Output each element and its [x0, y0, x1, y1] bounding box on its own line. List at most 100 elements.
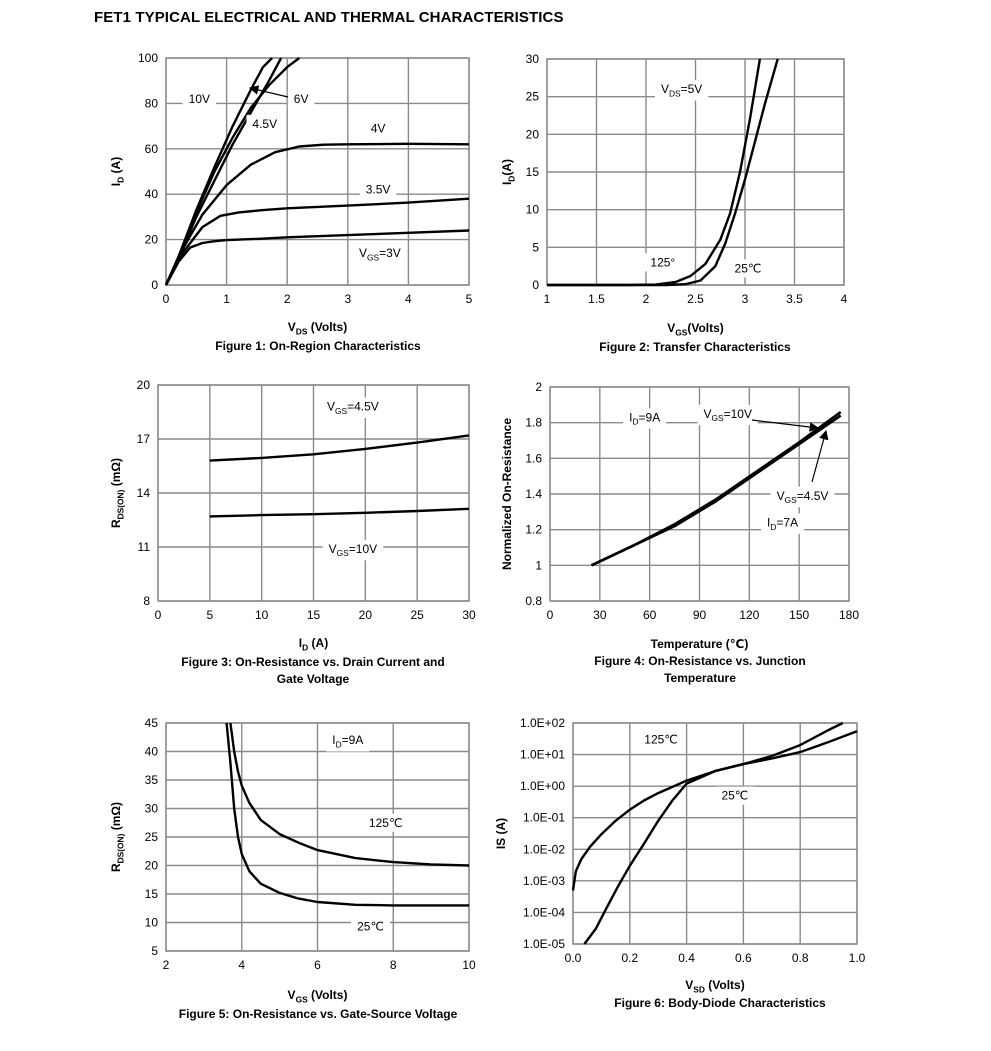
- x-tick-label: 0.8: [792, 951, 809, 965]
- annotation-label: 4V: [371, 121, 386, 135]
- annotation-backing: [697, 404, 758, 426]
- annotation-backing: [326, 731, 370, 752]
- x-tick-label: 0.0: [565, 951, 582, 965]
- plot-frame: [165, 57, 470, 286]
- series-line: [590, 414, 842, 567]
- y-tick-label: 8: [143, 594, 150, 608]
- x-tick-label: 8: [390, 958, 397, 972]
- x-tick-label: 30: [462, 608, 476, 622]
- series-line: [164, 229, 470, 286]
- annotation-backing: [287, 89, 315, 108]
- x-tick-label: 1: [223, 292, 230, 306]
- y-tick-label: 20: [526, 127, 540, 141]
- series-line: [209, 434, 470, 462]
- y-tick-label: 1.0E+00: [520, 779, 565, 793]
- annotation-label: 6V: [294, 92, 309, 106]
- annotation-label: 125℃: [369, 816, 403, 830]
- y-tick-label: 1.4: [525, 487, 542, 501]
- x-tick-label: 10: [255, 608, 269, 622]
- y-tick-label: 40: [145, 745, 159, 759]
- annotation-backing: [364, 119, 392, 138]
- arrow-6v: [248, 85, 289, 98]
- y-tick-label: 1.0E-02: [523, 842, 565, 856]
- y-tick-label: 45: [145, 716, 159, 730]
- plot-frame: [549, 386, 850, 602]
- annotation-label: ID=7A: [767, 516, 798, 532]
- x-axis-label: VDS (Volts): [288, 320, 347, 336]
- x-tick-label: 0: [155, 608, 162, 622]
- x-tick-label: 2.5: [687, 292, 704, 306]
- y-tick-label: 1.8: [525, 416, 542, 430]
- annotation-label: 3.5V: [366, 183, 391, 197]
- y-tick-label: 10: [526, 203, 540, 217]
- series-line: [225, 722, 469, 907]
- y-tick-label: 20: [137, 378, 151, 392]
- x-axis-label: VGS(Volts): [667, 321, 724, 337]
- x-tick-label: 25: [410, 608, 424, 622]
- y-tick-label: 100: [138, 51, 158, 65]
- plot-frame: [572, 722, 858, 945]
- annotation-label: VDS=5V: [661, 82, 702, 98]
- figure-caption: Figure 3: On-Resistance vs. Drain Curren…: [181, 655, 444, 669]
- x-tick-label: 2: [643, 292, 650, 306]
- annotation-label: 4.5V: [252, 117, 277, 131]
- annotation-label: VGS=3V: [359, 246, 401, 262]
- chart-3: 0 5 10 15 20 25 30 8 11 14 17 20 VGS=4.5V VGS=10V ID (…: [109, 378, 476, 686]
- x-tick-label: 2: [284, 292, 291, 306]
- x-tick-label: 1: [544, 292, 551, 306]
- y-axis-label: ID(A): [500, 159, 516, 185]
- annotation-label: 25℃: [721, 789, 748, 803]
- y-tick-label: 30: [526, 52, 540, 66]
- y-tick-label: 1.0E-05: [523, 937, 565, 951]
- y-tick-label: 25: [145, 830, 159, 844]
- x-tick-label: 4: [405, 292, 412, 306]
- y-axis-label: RDS(ON) (mΩ): [109, 802, 125, 872]
- annotation-backing: [246, 114, 284, 133]
- figure-caption-line2: Temperature: [664, 671, 736, 685]
- series-line: [164, 142, 470, 286]
- series-line: [583, 730, 858, 945]
- annotation-backing: [728, 259, 768, 278]
- annotation-label: ID=9A: [629, 410, 660, 426]
- y-tick-label: 1.0E+02: [520, 716, 565, 730]
- y-tick-label: 15: [145, 887, 159, 901]
- y-tick-label: 1.6: [525, 451, 542, 465]
- chart-4: 0 30 60 90 120 150 180 0.8 1 1.2 1.4 1.6 1.8 2 ID=9A VG…: [500, 380, 859, 685]
- plot-frame: [157, 384, 470, 602]
- x-tick-label: 0.4: [678, 951, 695, 965]
- x-tick-label: 0: [163, 292, 170, 306]
- annotation-backing: [182, 89, 217, 108]
- annotation-backing: [353, 244, 407, 265]
- x-axis-label: VGS (Volts): [288, 988, 348, 1004]
- y-tick-label: 2: [535, 380, 542, 394]
- x-tick-label: 3.5: [786, 292, 803, 306]
- y-axis-label: IS (A): [494, 818, 508, 849]
- y-tick-label: 0.8: [525, 594, 542, 608]
- y-axis-label: ID (A): [109, 157, 125, 186]
- figure-caption: Figure 6: Body-Diode Characteristics: [614, 996, 826, 1010]
- annotation-label: ID=9A: [332, 733, 363, 749]
- x-tick-label: 3: [742, 292, 749, 306]
- x-tick-label: 120: [739, 608, 759, 622]
- page-title: FET1 TYPICAL ELECTRICAL AND THERMAL CHAR…: [94, 9, 564, 26]
- x-tick-label: 60: [643, 608, 657, 622]
- annotation-backing: [715, 786, 755, 805]
- annotation-backing: [359, 180, 397, 199]
- arrow-vgs10: [751, 419, 820, 432]
- annotation-label: VGS=4.5V: [777, 489, 829, 505]
- annotation-label: 25℃: [735, 261, 762, 275]
- figure-caption: Figure 2: Transfer Characteristics: [599, 340, 791, 354]
- chart-6: 0.0 0.2 0.4 0.6 0.8 1.0 1.0E-05 1.0E-04 1.0E-03 1…: [494, 716, 866, 1010]
- annotation-label: VGS=4.5V: [327, 400, 379, 416]
- x-tick-label: 5: [206, 608, 213, 622]
- x-tick-label: 20: [359, 608, 373, 622]
- x-tick-label: 4: [238, 958, 245, 972]
- y-tick-label: 15: [526, 165, 540, 179]
- plot-frame: [165, 722, 470, 952]
- y-tick-label: 30: [145, 802, 159, 816]
- annotation-label: 125℃: [644, 733, 678, 747]
- y-tick-label: 20: [145, 859, 159, 873]
- y-tick-label: 1.0E+01: [520, 748, 565, 762]
- y-tick-label: 10: [145, 916, 159, 930]
- annotation-label: VGS=10V: [703, 407, 751, 423]
